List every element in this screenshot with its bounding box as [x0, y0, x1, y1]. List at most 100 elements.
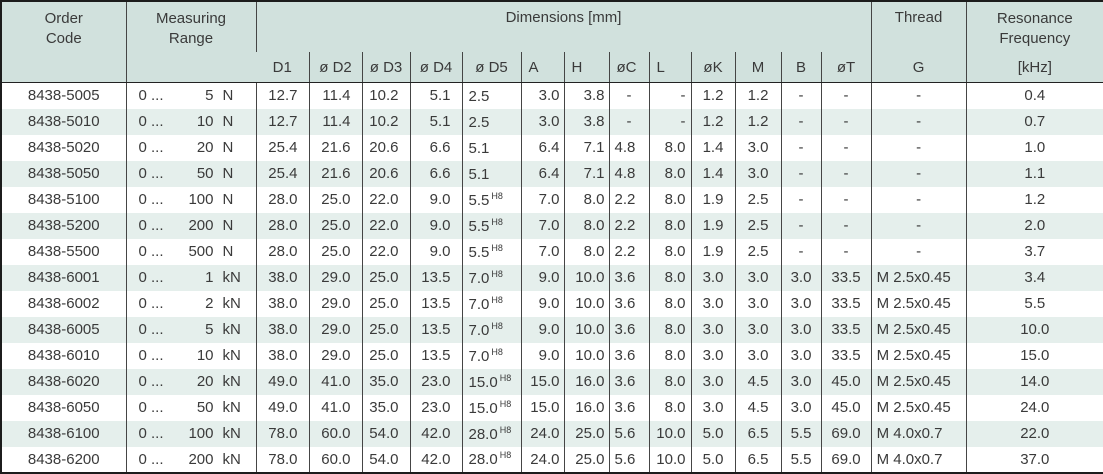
- dim-d3-cell: 54.0: [361, 420, 410, 447]
- dim-a-cell: 7.0: [520, 212, 564, 239]
- dim-l-cell: 8.0: [648, 264, 691, 291]
- range-value: 100: [188, 425, 214, 442]
- range-unit: kN: [222, 399, 241, 416]
- dim-d1-cell: 78.0: [255, 446, 309, 473]
- subheader-c: øC: [608, 52, 649, 83]
- order-code-cell: 8438-6050: [27, 399, 100, 416]
- dim-c-cell: 4.8: [608, 134, 649, 161]
- dim-d5-cell: 15.0 H8: [461, 368, 521, 395]
- table-row: 8438-5010 0 ... 10 N 12.7 11.4 10.2 5.1 2.5 3.0 3.…: [1, 108, 1103, 135]
- column-header-order-code: Order Code: [1, 1, 126, 83]
- dim-c-cell: -: [608, 108, 649, 135]
- range-unit: N: [222, 113, 234, 130]
- range-value: 500: [188, 243, 214, 260]
- dim-d5-cell: 5.5 H8: [461, 238, 521, 265]
- table-row: 8438-5200 0 ... 200 N 28.0 25.0 22.0 9.0 5.5 H8 7.…: [1, 212, 1103, 239]
- dim-d3-cell: 22.0: [361, 238, 410, 265]
- dim-d3-cell: 22.0: [361, 186, 410, 213]
- resonance-frequency-cell: 24.0: [965, 394, 1103, 421]
- dim-d3-cell: 20.6: [361, 160, 410, 187]
- dim-d2-cell: 25.0: [308, 186, 362, 213]
- order-code-cell: 8438-5050: [1, 160, 126, 187]
- measuring-range-cell: 0 ... 50 N: [125, 160, 256, 187]
- dim-a-cell: 3.0: [520, 108, 564, 135]
- dim-d3-cell: 25.0: [361, 264, 410, 291]
- dim-c-cell: 3.6: [608, 264, 649, 291]
- dim-a-cell: 15.0: [520, 394, 564, 421]
- range-unit: kN: [222, 373, 241, 390]
- dim-m-cell: 2.5: [734, 238, 781, 265]
- dim-k-cell: 1.4: [690, 134, 735, 161]
- dim-d3-cell: 22.0: [361, 212, 410, 239]
- range-value: 50: [196, 165, 214, 182]
- measuring-range-cell: 0 ... 2 kN: [125, 290, 256, 317]
- dim-a-cell: 9.0: [520, 290, 564, 317]
- order-code-cell: 8438-6010: [27, 347, 100, 364]
- table-row: 8438-6010 0 ... 10 kN 38.0 29.0 25.0 13.5 7.0 H8 9…: [1, 342, 1103, 369]
- range-prefix: 0 ...: [138, 87, 164, 105]
- dim-k-cell: 3.0: [690, 316, 735, 343]
- dim-t-cell: 33.5: [820, 264, 872, 291]
- dim-l-cell: 8.0: [648, 212, 691, 239]
- measuring-range-cell: 0 ... 5 kN: [125, 316, 256, 343]
- table-row: 8438-6005 0 ... 5 kN 38.0 29.0 25.0 13.5 7.0 H8 9.…: [1, 316, 1103, 343]
- thread-g-cell: -: [870, 238, 967, 265]
- table-row: 8438-6002 0 ... 2 kN 38.0 29.0 25.0 13.5 7.0 H8 9.…: [1, 290, 1103, 317]
- dim-d2-cell: 60.0: [308, 420, 362, 447]
- measuring-range-cell: 0 ... 500 N: [125, 238, 256, 265]
- table-row: 8438-6200 0 ... 200 kN 78.0 60.0 54.0 42.0 28.0 H…: [1, 446, 1103, 473]
- range-unit: N: [222, 217, 234, 234]
- tolerance-superscript: H8: [491, 346, 503, 357]
- subheader-d1: D1: [256, 52, 309, 83]
- subheader-resonance-khz: [kHz]: [965, 52, 1103, 83]
- dim-k-cell: 3.0: [690, 394, 735, 421]
- dim-d5-value: 5.1: [468, 139, 490, 157]
- dim-a-cell: 9.0: [520, 342, 564, 369]
- range-unit: N: [222, 165, 234, 182]
- dim-d3-cell: 35.0: [361, 368, 410, 395]
- dim-c-cell: 2.2: [608, 186, 649, 213]
- dim-b-cell: -: [780, 108, 821, 135]
- range-value: 20: [196, 139, 214, 156]
- dim-l-cell: 8.0: [648, 160, 691, 187]
- dim-b-cell: -: [780, 160, 821, 187]
- range-prefix: 0 ...: [138, 425, 164, 442]
- dim-d5-cell: 7.0 H8: [461, 264, 521, 291]
- dim-m-cell: 3.0: [734, 316, 781, 343]
- dim-d5-cell: 7.0 H8: [461, 290, 521, 317]
- dim-l-cell: 8.0: [648, 290, 691, 317]
- range-value: 50: [196, 399, 214, 416]
- dim-b-cell: 3.0: [780, 342, 821, 369]
- column-header-resonance-frequency: Resonance Frequency: [965, 1, 1103, 52]
- dim-m-cell: 4.5: [734, 368, 781, 395]
- dim-b-cell: -: [780, 212, 821, 239]
- dim-t-cell: -: [820, 186, 872, 213]
- dim-d4-cell: 13.5: [409, 290, 462, 317]
- resonance-frequency-cell: 0.4: [965, 82, 1103, 109]
- dim-c-cell: 4.8: [608, 160, 649, 187]
- order-code-cell: 8438-6200: [27, 450, 100, 468]
- dim-d1-cell: 38.0: [255, 342, 309, 369]
- dim-c-cell: 5.6: [608, 446, 649, 473]
- dim-h-cell: 3.8: [563, 82, 609, 109]
- dim-k-cell: 1.9: [690, 212, 735, 239]
- range-prefix: 0 ...: [138, 399, 164, 416]
- dim-l-cell: 8.0: [648, 394, 691, 421]
- dim-d4-cell: 23.0: [409, 368, 462, 395]
- range-prefix: 0 ...: [138, 295, 164, 312]
- dim-d4-cell: 6.6: [409, 160, 462, 187]
- header-row-subcolumns: D1 ø D2 ø D3 ø D4 ø D5 A H øC L øK M B ø…: [1, 52, 1103, 83]
- measuring-range-cell: 0 ... 10 kN: [125, 342, 256, 369]
- dim-d5-cell: 5.1: [461, 134, 521, 161]
- table-row: 8438-6100 0 ... 100 kN 78.0 60.0 54.0 42.0 28.0 H…: [1, 420, 1103, 447]
- resonance-frequency-cell: 1.2: [965, 186, 1103, 213]
- dim-d5-value: 2.5: [468, 87, 490, 105]
- thread-g-cell: -: [870, 212, 967, 239]
- dim-d5-cell: 5.5 H8: [461, 186, 521, 213]
- dim-h-cell: 16.0: [563, 394, 609, 421]
- table-body: 8438-5005 0 ... 5 N 12.7 11.4 10.2 5.1 2.5 3.0 3.8…: [1, 82, 1103, 473]
- dim-d5-value: 7.0: [468, 269, 490, 287]
- subheader-b: B: [780, 52, 821, 83]
- tolerance-superscript: H8: [491, 190, 503, 201]
- range-prefix: 0 ...: [138, 165, 164, 182]
